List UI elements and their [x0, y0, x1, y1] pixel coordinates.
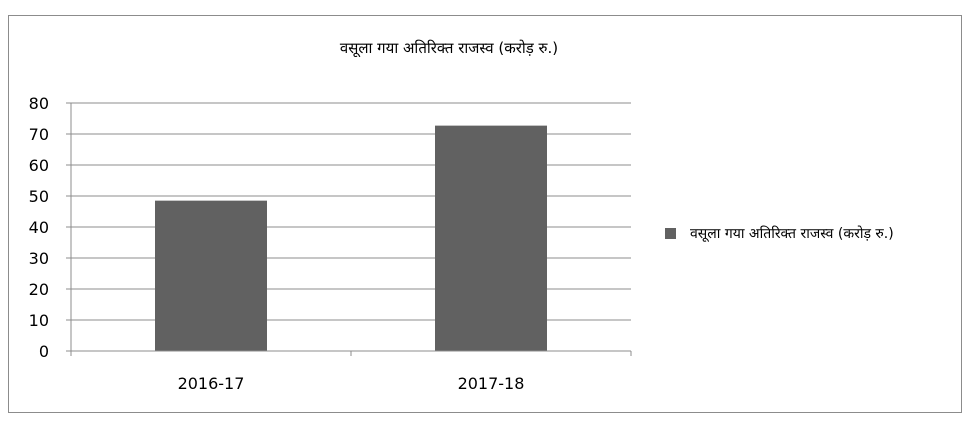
x-tick-label: 2017-18 [458, 374, 525, 393]
chart-frame: वसूला गया अतिरिक्त राजस्व (करोड़ रु.) 0 1… [8, 15, 962, 413]
y-tick-labels: 0 10 20 30 40 50 60 70 80 [29, 94, 49, 361]
y-tick-label: 60 [29, 156, 49, 175]
bar-2017-18 [435, 125, 547, 351]
x-tick-label: 2016-17 [178, 374, 245, 393]
y-tick-label: 70 [29, 125, 49, 144]
y-tick-label: 0 [39, 342, 49, 361]
bar-2016-17 [155, 200, 267, 351]
y-tick-label: 10 [29, 311, 49, 330]
axes [66, 102, 632, 356]
y-tick-label: 80 [29, 94, 49, 113]
chart-title: वसूला गया अतिरिक्त राजस्व (करोड़ रु.) [339, 39, 559, 57]
y-tick-label: 20 [29, 280, 49, 299]
y-tick-label: 40 [29, 218, 49, 237]
x-tick-labels: 2016-17 2017-18 [178, 374, 525, 393]
y-tick-label: 50 [29, 187, 49, 206]
bars [155, 125, 547, 351]
y-tick-label: 30 [29, 249, 49, 268]
legend-label: वसूला गया अतिरिक्त राजस्व (करोड़ रु.) [690, 226, 894, 242]
plot-area: 0 10 20 30 40 50 60 70 80 2016-17 2017-18 [29, 94, 632, 393]
legend: वसूला गया अतिरिक्त राजस्व (करोड़ रु.) [665, 224, 894, 243]
legend-swatch [665, 228, 676, 239]
